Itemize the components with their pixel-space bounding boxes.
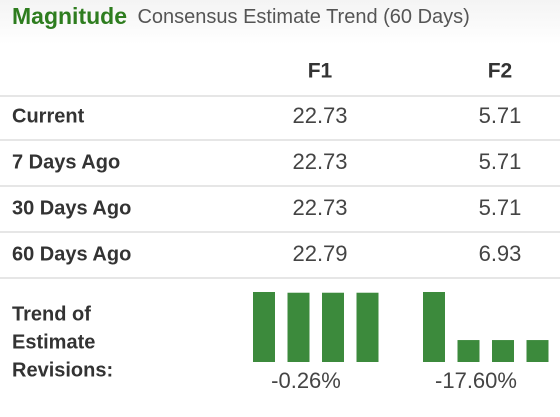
trend-label: Trend of [12, 303, 91, 325]
subtitle: Consensus Estimate Trend (60 Days) [137, 6, 469, 28]
cell: 5.71 [479, 103, 522, 128]
header-bg [0, 0, 560, 44]
trend-bar [356, 292, 379, 362]
row-label: 30 Days Ago [12, 197, 131, 219]
row-label: 7 Days Ago [12, 151, 120, 173]
cell: 22.73 [292, 103, 347, 128]
trend-label: Revisions: [12, 359, 113, 381]
cell: 22.79 [292, 241, 347, 266]
trend-change: -17.60% [435, 368, 517, 393]
cell: 6.93 [479, 241, 522, 266]
trend-bar [287, 292, 310, 362]
cell: 5.71 [479, 195, 522, 220]
title: Magnitude [12, 3, 127, 29]
trend-label: Estimate [12, 331, 95, 353]
column-header: F1 [308, 60, 333, 83]
trend-change: -0.26% [271, 368, 341, 393]
trend-bar [423, 292, 445, 362]
cell: 22.73 [292, 195, 347, 220]
cell: 22.73 [292, 149, 347, 174]
trend-bar [526, 340, 549, 362]
trend-bar [492, 340, 514, 362]
trend-bar [457, 340, 480, 362]
cell: 5.71 [479, 149, 522, 174]
row-label: 60 Days Ago [12, 243, 131, 265]
column-header: F2 [488, 60, 513, 83]
header: Magnitude Consensus Estimate Trend (60 D… [12, 3, 470, 29]
trend-bar [322, 292, 344, 362]
trend-bar [253, 292, 275, 362]
row-label: Current [12, 105, 85, 127]
